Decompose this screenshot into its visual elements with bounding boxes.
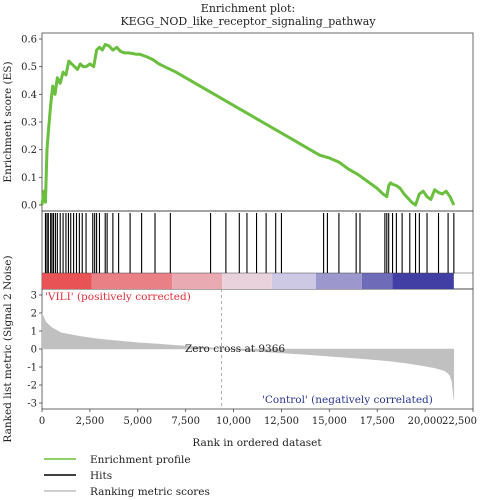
metric-tick-label: 0 [31, 345, 37, 356]
color-bar-segment [91, 273, 173, 289]
legend-label: Enrichment profile [90, 454, 191, 466]
es-tick-label: 0.1 [21, 173, 37, 184]
es-tick-label: 0.0 [21, 201, 37, 212]
color-bar-segment [392, 273, 454, 289]
color-bar-segment [271, 273, 316, 289]
color-bar-segment [361, 273, 393, 289]
legend-label: Ranking metric scores [90, 486, 210, 498]
x-tick-label: 15,000 [312, 416, 347, 427]
metric-bars [41, 312, 455, 400]
x-tick-label: 12,500 [264, 416, 299, 427]
chart-subtitle: KEGG_NOD_like_receptor_signaling_pathway [120, 15, 376, 28]
metric-tick-label: 3 [31, 291, 37, 302]
legend-label: Hits [90, 470, 112, 482]
metric-tick-label: -3 [27, 399, 37, 410]
x-tick-label: 20,000 [408, 416, 443, 427]
y-axis-label-metric: Ranked list metric (Signal 2 Noise) [2, 255, 14, 442]
color-bar-segment [222, 273, 272, 289]
es-tick-label: 0.2 [21, 145, 37, 156]
y-axis-label-es: Enrichment score (ES) [2, 61, 14, 182]
x-tick-label: 7,500 [171, 416, 200, 427]
metric-tick-label: 2 [31, 309, 37, 320]
negative-group-label: 'Control' (negatively correlated) [262, 394, 433, 406]
metric-area [41, 312, 455, 400]
ranking-color-bar [42, 272, 473, 289]
es-panel-frame [41, 32, 474, 212]
x-tick-label: 17,500 [360, 416, 395, 427]
legend: Enrichment profile Hits Ranking metric sco… [44, 454, 210, 498]
metric-tick-label: -2 [27, 381, 37, 392]
metric-tick-label: 1 [31, 327, 37, 338]
es-line [40, 43, 456, 207]
zero-cross-label: Zero cross at 9366 [185, 343, 285, 355]
x-axis-label: Rank in ordered dataset [192, 437, 322, 449]
hit-lines [44, 213, 455, 273]
metric-tick-label: -1 [27, 363, 37, 374]
es-tick-label: 0.6 [21, 35, 37, 46]
es-tick-label: 0.5 [21, 62, 37, 73]
x-tick-label: 22,500 [442, 416, 477, 427]
color-bar-segment [42, 273, 92, 289]
es-tick-label: 0.4 [21, 90, 37, 101]
es-curve [40, 43, 456, 207]
x-tick-label: 2,500 [76, 416, 105, 427]
x-tick-label: 10,000 [216, 416, 251, 427]
color-bar-segment [315, 273, 362, 289]
x-tick-label: 0 [39, 416, 45, 427]
positive-group-label: 'VILI' (positively corrected) [45, 291, 191, 303]
color-bar-segment [172, 273, 223, 289]
chart-title: Enrichment plot: [201, 2, 295, 15]
es-tick-label: 0.3 [21, 118, 37, 129]
x-tick-label: 5,000 [123, 416, 152, 427]
